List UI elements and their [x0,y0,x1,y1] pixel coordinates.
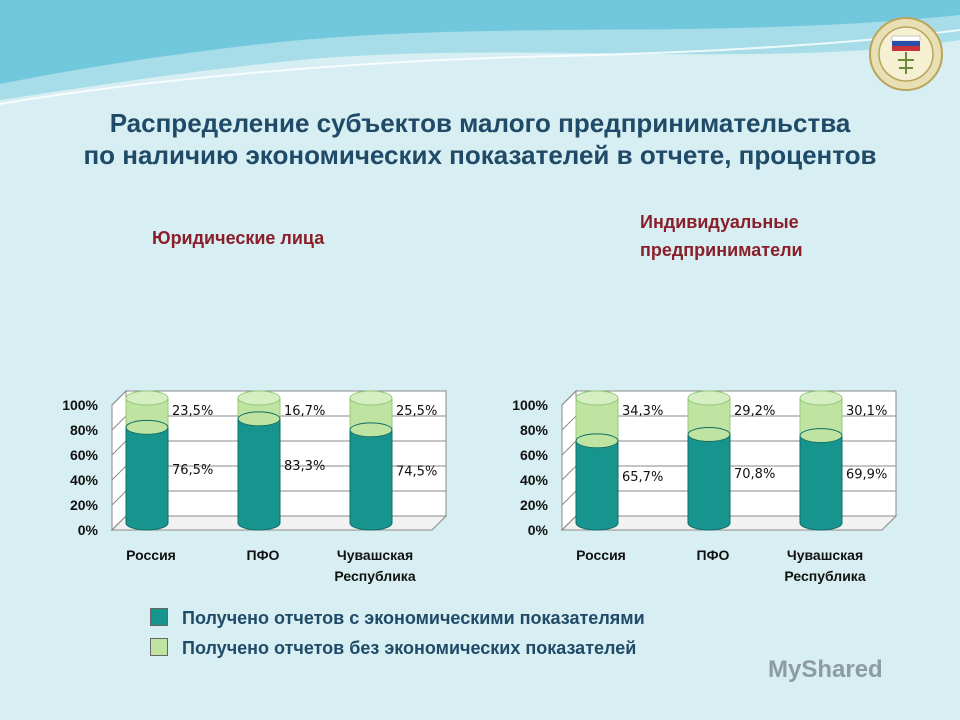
bar-segment-with-indicators [687,434,731,531]
bar-segment-with-indicators [349,429,393,531]
y-tick-label: 20% [70,497,99,513]
data-label-with-indicators: 83,3% [284,459,325,474]
y-tick-label: 100% [62,397,98,413]
side-wall [561,389,577,532]
legend-swatch-lightgreen [150,638,168,656]
y-tick-label: 40% [70,472,99,488]
category-label: Республика [784,568,865,584]
legend-swatch-teal [150,608,168,626]
category-label: Россия [576,547,626,563]
bar-segment-with-indicators [125,427,169,531]
watermark: MyShared [768,656,883,684]
legend-item-without-indicators: Получено отчетов без экономических показ… [150,638,636,659]
data-label-without-indicators: 34,3% [622,404,663,419]
gridline [111,390,446,406]
legend-label: Получено отчетов без экономических показ… [182,638,637,658]
data-label-with-indicators: 74,5% [396,464,437,479]
bar-top-cap [349,390,393,406]
y-tick-label: 0% [78,522,99,538]
data-label-with-indicators: 76,5% [172,463,213,478]
bar-segment-seam [687,427,731,442]
category-label: Чувашская [787,547,863,563]
data-label-without-indicators: 30,1% [846,404,887,419]
subtitle-legal-entities: Юридические лица [152,228,325,248]
data-label-with-indicators: 69,9% [846,467,887,482]
y-tick-label: 60% [70,447,99,463]
data-label-without-indicators: 23,5% [172,404,213,419]
category-label: ПФО [247,547,280,563]
bar-top-cap [575,390,619,406]
data-label-with-indicators: 65,7% [622,470,663,485]
bar-top-cap [237,390,281,406]
bar-segment-seam [125,419,169,435]
y-tick-label: 20% [520,497,549,513]
bar-segment-with-indicators [237,418,281,531]
category-label: Чувашская [337,547,413,563]
side-wall [111,389,127,532]
data-label-with-indicators: 70,8% [734,467,775,482]
bar-top-cap [799,390,843,406]
y-tick-label: 100% [512,397,548,413]
bar-top-cap [687,390,731,406]
y-tick-label: 80% [70,422,99,438]
bar-segment-with-indicators [799,435,843,531]
bar-segment-seam [349,422,393,438]
wave-line [0,29,960,105]
gridline [561,390,896,406]
data-label-without-indicators: 16,7% [284,404,325,419]
legend-label: Получено отчетов с экономическими показа… [182,608,645,628]
y-tick-label: 40% [520,472,549,488]
y-tick-label: 60% [520,447,549,463]
category-label: ПФО [697,547,730,563]
bar-segment-with-indicators [575,440,619,531]
bar-segment-seam [799,428,843,444]
page-title-line-2: по наличию экономических показателей в о… [83,140,877,170]
chart-individual-entrepreneurs: 0% 20% 40% 60% 80% 100% 34,3% 65,7% Россия 29,2% 7… [512,389,898,584]
bar-segment-seam [575,433,619,449]
legend-item-with-indicators: Получено отчетов с экономическими показа… [150,608,645,629]
category-label: Республика [334,568,415,584]
watermark-text: MyShared [768,656,883,683]
subtitle-individual-entrepreneurs: Индивидуальные предприниматели [640,212,803,260]
page-title-line-1: Распределение субъектов малого предприни… [109,108,851,138]
y-tick-label: 80% [520,422,549,438]
data-label-without-indicators: 25,5% [396,404,437,419]
emblem-logo [869,17,943,91]
bar-top-cap [125,390,169,406]
background-waves [0,0,960,105]
category-label: Россия [126,547,176,563]
wave-band-2 [0,0,960,84]
chart-legal-entities: 0% 20% 40% 60% 80% 100% 23,5% 76,5% Россия 16,7% 8… [62,389,448,584]
y-tick-label: 0% [528,522,549,538]
data-label-without-indicators: 29,2% [734,404,775,419]
bar-segment-seam [237,411,281,427]
